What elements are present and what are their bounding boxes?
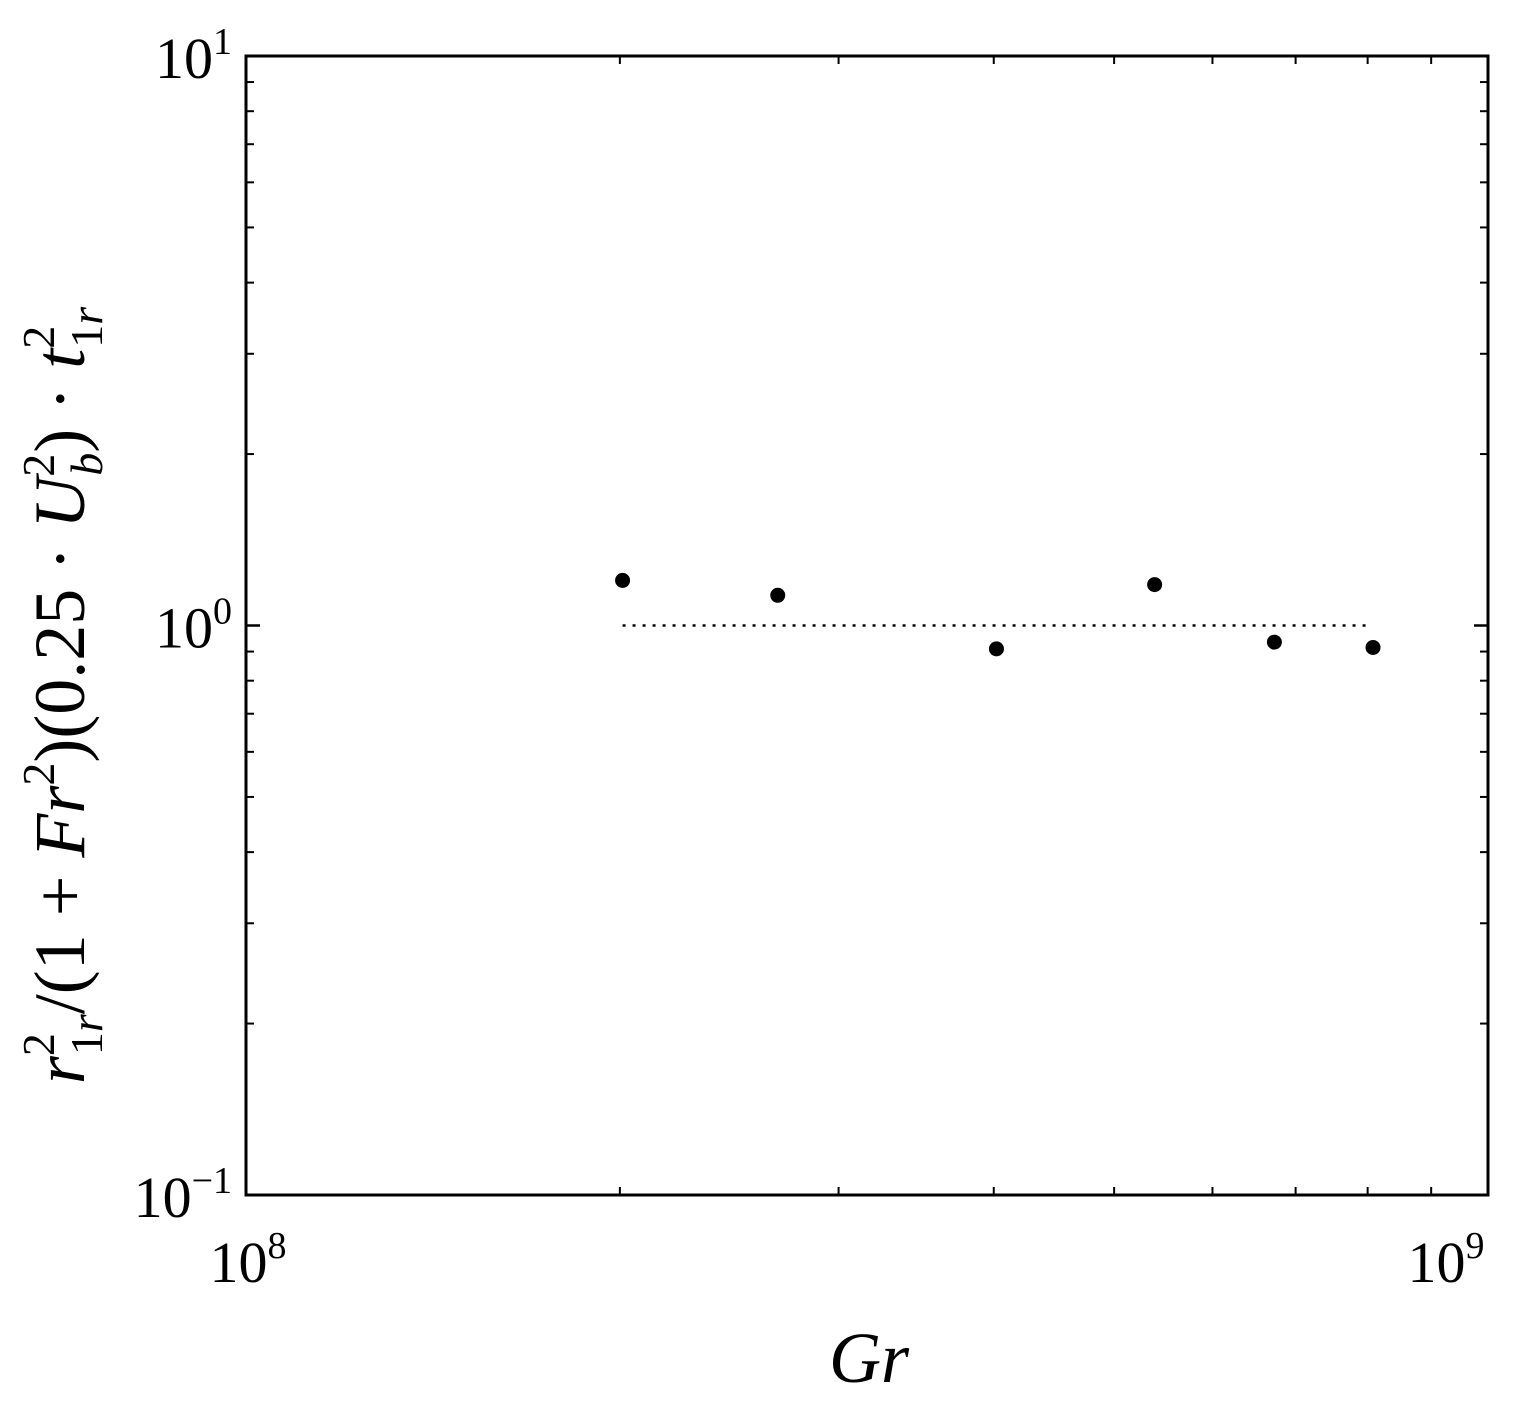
y-axis-label: r21r/(1 + Fr2)(0.25 · U2b) · t21r: [13, 306, 112, 1084]
data-point: [988, 641, 1004, 657]
data-points: [615, 572, 1381, 657]
x-tick-labels: 108 109: [210, 1225, 1485, 1295]
x-axis-label: Gr: [829, 1318, 910, 1398]
y-tick-label: 10−1: [134, 1160, 232, 1230]
y-tick-label: 101: [155, 21, 232, 91]
minor-ticks: [246, 56, 1488, 1195]
y-tick-labels: 10−1 100 101: [134, 21, 232, 1230]
x-tick-label: 108: [210, 1225, 287, 1295]
data-point: [1147, 577, 1163, 593]
y-tick-label: 100: [155, 591, 232, 661]
svg-text:r21r/(1 + Fr2)(0.25 · U2b) · t: r21r/(1 + Fr2)(0.25 · U2b) · t21r: [13, 306, 112, 1084]
x-tick-label: 109: [1408, 1225, 1485, 1295]
data-point: [770, 587, 786, 603]
major-ticks: [246, 54, 1488, 1197]
data-point: [1266, 634, 1282, 650]
plot-frame: [244, 54, 1490, 1197]
data-point: [1365, 639, 1381, 655]
data-point: [615, 572, 631, 588]
